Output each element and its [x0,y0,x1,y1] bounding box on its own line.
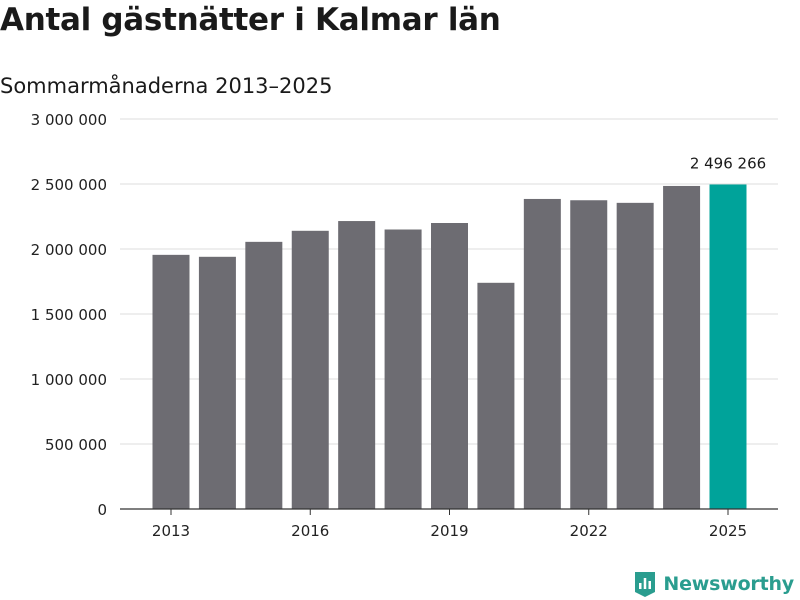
bar [384,229,422,509]
chart-title: Antal gästnätter i Kalmar län [0,2,501,38]
newsworthy-logo-icon [635,572,656,597]
bar [291,230,329,510]
y-tick-label: 1 500 000 [31,306,107,324]
bar [477,282,515,509]
y-tick-label: 0 [97,501,107,519]
newsworthy-logo: Newsworthy [633,568,794,600]
chart-subtitle: Sommarmånaderna 2013–2025 [0,74,333,98]
newsworthy-logo-text: Newsworthy [663,573,794,595]
x-tick-label: 2025 [709,522,747,540]
bar [523,198,561,509]
bar [198,256,236,509]
x-tick-label: 2019 [430,522,468,540]
bar [431,223,468,509]
y-tick-label: 2 500 000 [31,176,107,194]
data-label: 2 496 266 [690,154,766,172]
bar [338,221,376,510]
bar [245,241,283,509]
bar [152,254,190,509]
bar [570,200,608,509]
x-tick-label: 2013 [152,522,190,540]
bar [663,185,701,509]
y-tick-label: 3 000 000 [31,111,107,129]
y-tick-label: 1 000 000 [31,371,107,389]
x-tick-label: 2016 [291,522,329,540]
y-tick-label: 2 000 000 [31,241,107,259]
bar [616,202,654,509]
x-tick-label: 2022 [570,522,608,540]
y-tick-label: 500 000 [45,436,107,454]
bar-chart: 0 500 000 1 000 000 1 500 000 2 000 000 2 500… [31,111,778,540]
bar [709,184,747,509]
